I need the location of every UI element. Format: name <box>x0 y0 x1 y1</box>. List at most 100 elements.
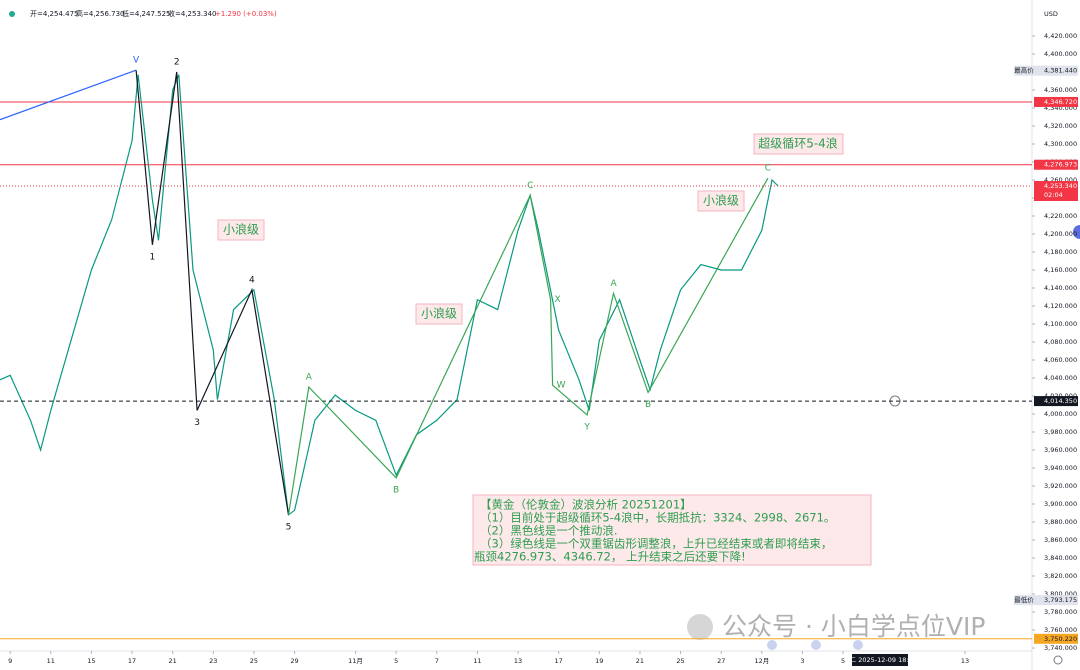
price-tag-label: 4,381.440 <box>1044 67 1077 75</box>
y-tick-label: 3,840.000 <box>1044 554 1077 562</box>
wave-label: Y <box>583 422 590 432</box>
price-tag-label: 3,750.220 <box>1044 635 1077 643</box>
price-tag <box>1034 180 1078 201</box>
note-line: 【黄金（伦敦金）波浪分析 20251201】 <box>480 498 692 512</box>
wave-label: V <box>133 56 140 66</box>
price-tag <box>1034 65 1078 76</box>
x-tick-label: 9 <box>8 657 12 665</box>
price-tag <box>1034 159 1078 170</box>
status-dot <box>9 11 15 17</box>
wave-label: C <box>527 181 533 191</box>
y-tick-label: 4,000.000 <box>1044 410 1077 418</box>
x-tick-label: 15 <box>87 657 95 665</box>
x-tick-label: 21 <box>636 657 644 665</box>
annotation: 小浪级 <box>421 306 457 321</box>
y-tick-label: 4,060.000 <box>1044 356 1077 364</box>
watermark: 公众号 · 小白学点位VIP <box>722 612 985 641</box>
y-tick-label: 3,820.000 <box>1044 572 1077 580</box>
y-tick-label: 4,400.000 <box>1044 50 1077 58</box>
watermark-icon <box>687 614 713 640</box>
x-tick-label: 17 <box>128 657 136 665</box>
crosshair-time-box <box>852 654 908 666</box>
y-tick-label: 3,880.000 <box>1044 518 1077 526</box>
price-tag-sub: 02:04 <box>1044 191 1063 199</box>
annotation-box <box>697 190 745 212</box>
note-line: （3）绿色线是一个双重锯齿形调整浪，上升已经结束或者即将结束， <box>480 537 832 551</box>
x-tick-label: 25 <box>250 657 258 665</box>
price-tag-label: 4,346.720 <box>1044 98 1077 106</box>
x-tick-label: 11月 <box>348 657 363 665</box>
price-tag-label: 3,793.175 <box>1044 596 1077 604</box>
annotation: 小浪级 <box>223 222 259 237</box>
wave-line <box>0 69 137 121</box>
annotation-box <box>753 133 844 155</box>
y-tick-label: 4,200.000 <box>1044 230 1077 238</box>
y-tick-label: 3,900.000 <box>1044 500 1077 508</box>
x-tick-label: 25 <box>676 657 684 665</box>
tag-label: 最高价 <box>1014 66 1034 75</box>
tag-label: 最低价 <box>1014 595 1034 604</box>
wave-line <box>135 70 290 515</box>
y-tick-label: 4,300.000 <box>1044 140 1077 148</box>
x-tick-label: 12月 <box>754 657 769 665</box>
settings-icon[interactable] <box>1053 655 1063 665</box>
y-tick-label: 4,420.000 <box>1044 32 1077 40</box>
y-tick-label: 3,740.000 <box>1044 644 1077 652</box>
y-tick-label: 3,800.000 <box>1044 590 1077 598</box>
y-tick-label: 3,960.000 <box>1044 446 1077 454</box>
header-close: 收=4,253.340 <box>168 9 217 18</box>
y-tick-label: 4,260.000 <box>1044 176 1077 184</box>
x-tick-label: 13 <box>514 657 522 665</box>
wave-label: 4 <box>249 275 255 285</box>
x-tick-label: 11 <box>473 657 481 665</box>
note-line: 瓶颈4276.973、4346.72， 上升结束之后还要下降! <box>474 550 746 564</box>
currency: USD <box>1044 10 1058 18</box>
y-tick-label: 3,780.000 <box>1044 608 1077 616</box>
wave-label: W <box>557 381 566 391</box>
y-tick-label: 3,940.000 <box>1044 464 1077 472</box>
x-tick-label: 21 <box>169 657 177 665</box>
y-tick-label: 4,340.000 <box>1044 104 1077 112</box>
x-tick-label: 27 <box>717 657 725 665</box>
y-tick-label: 3,920.000 <box>1044 482 1077 490</box>
event-icon <box>767 640 777 650</box>
crosshair-time: 周二 2025-12-09 18:30 <box>843 656 917 664</box>
note-box <box>472 494 872 566</box>
y-tick-label: 4,100.000 <box>1044 320 1077 328</box>
y-tick-label: 4,020.000 <box>1044 392 1077 400</box>
y-tick-label: 3,860.000 <box>1044 536 1077 544</box>
x-tick-label: 11 <box>47 657 55 665</box>
header-change: +1.290 (+0.03%) <box>215 10 277 18</box>
y-tick-label: 4,080.000 <box>1044 338 1077 346</box>
price-line <box>0 74 779 516</box>
side-handle[interactable] <box>1073 225 1080 239</box>
x-tick-label: 23 <box>209 657 217 665</box>
y-tick-label: 4,360.000 <box>1044 86 1077 94</box>
x-tick-label: 3 <box>800 657 804 665</box>
x-tick-label: 17 <box>555 657 563 665</box>
header-low: 低=4,247.525 <box>122 9 171 18</box>
price-tag-label: 4,014.350 <box>1044 397 1077 405</box>
annotation-box <box>415 303 463 325</box>
wave-label: 2 <box>174 58 180 68</box>
header-high: 高=4,256.730 <box>76 9 125 18</box>
wave-label: 3 <box>194 418 200 428</box>
y-tick-label: 4,160.000 <box>1044 266 1077 274</box>
annotation: 超级循环5-4浪 <box>758 136 838 151</box>
annotation-box <box>217 219 265 241</box>
price-tag <box>1034 595 1078 606</box>
x-tick-label: 5 <box>841 657 845 665</box>
x-tick-label: 7 <box>435 657 439 665</box>
wave-label: 5 <box>286 522 292 532</box>
y-tick-label: 4,140.000 <box>1044 284 1077 292</box>
y-tick-label: 3,980.000 <box>1044 428 1077 436</box>
y-tick-label: 3,760.000 <box>1044 626 1077 634</box>
wave-line <box>287 177 769 515</box>
wave-label: 1 <box>149 252 155 262</box>
y-tick-label: 4,220.000 <box>1044 212 1077 220</box>
price-tag <box>1034 96 1078 107</box>
wave-label: C <box>765 164 771 174</box>
x-tick-label: 5 <box>394 657 398 665</box>
